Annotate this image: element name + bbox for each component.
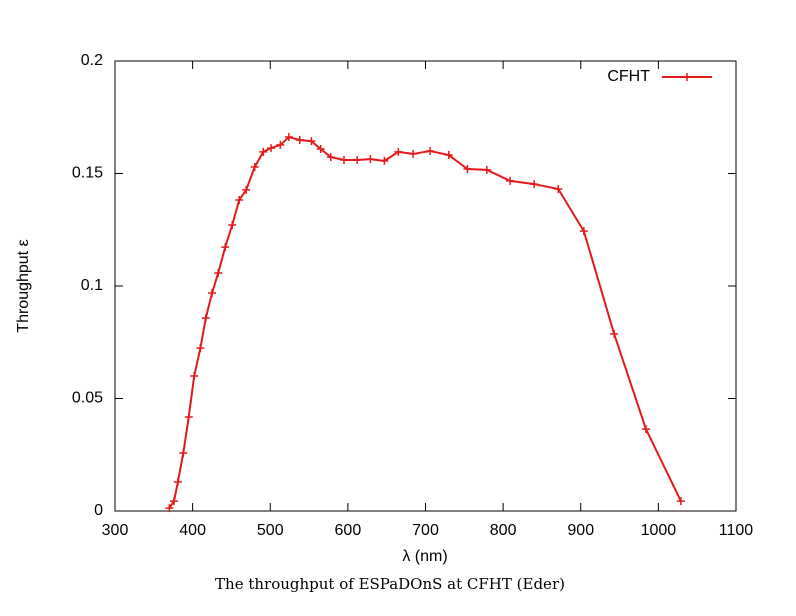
point-marker	[173, 477, 182, 486]
x-tick-label: 600	[335, 522, 362, 539]
series-line	[168, 135, 682, 509]
point-marker	[307, 137, 316, 146]
point-marker	[267, 144, 276, 153]
point-marker	[506, 176, 515, 185]
x-tick-label: 700	[412, 522, 439, 539]
point-marker	[394, 147, 403, 156]
point-marker	[184, 412, 193, 421]
y-tick-label: 0.2	[81, 52, 103, 69]
y-tick-label: 0.05	[72, 390, 103, 407]
point-marker	[235, 196, 244, 205]
point-marker	[409, 149, 418, 158]
point-marker	[196, 344, 205, 353]
x-tick-label: 400	[179, 522, 206, 539]
point-marker	[353, 156, 362, 164]
point-marker	[295, 135, 304, 144]
point-marker	[276, 140, 285, 149]
x-tick-label: 800	[490, 522, 517, 539]
point-marker	[284, 133, 293, 142]
point-marker	[426, 147, 435, 155]
y-tick-label: 0.1	[81, 277, 103, 294]
point-marker	[366, 155, 375, 164]
point-marker	[641, 425, 650, 434]
point-marker	[482, 165, 491, 174]
point-marker	[610, 329, 619, 338]
point-marker	[201, 313, 210, 322]
y-tick-label: 0	[94, 502, 103, 519]
point-marker	[530, 180, 539, 189]
point-marker	[169, 497, 178, 506]
y-axis-label: Throughput ε	[15, 239, 32, 332]
x-tick-label: 1000	[641, 522, 677, 539]
legend-label: CFHT	[607, 68, 650, 85]
point-marker	[380, 156, 389, 165]
x-tick-label: 900	[567, 522, 594, 539]
point-marker	[250, 162, 259, 171]
point-marker	[316, 144, 325, 153]
point-marker	[259, 147, 268, 156]
x-axis-label: λ (nm)	[402, 548, 447, 565]
point-marker	[676, 497, 685, 506]
legend-marker	[683, 73, 691, 81]
point-marker	[579, 227, 588, 236]
point-marker	[228, 221, 237, 230]
point-marker	[326, 153, 335, 162]
point-marker	[463, 165, 472, 173]
point-marker	[444, 151, 453, 160]
point-marker	[242, 185, 251, 194]
x-tick-label: 1100	[719, 522, 754, 539]
point-marker	[165, 504, 174, 513]
point-marker	[190, 372, 199, 380]
point-marker	[208, 288, 217, 297]
y-tick-label: 0.15	[72, 165, 103, 182]
x-tick-label: 300	[102, 522, 129, 539]
point-marker	[214, 268, 223, 277]
x-tick-label: 500	[257, 522, 284, 539]
point-marker	[179, 448, 188, 457]
point-marker	[221, 243, 230, 252]
point-marker	[554, 185, 563, 194]
point-marker	[339, 156, 348, 164]
caption: The throughput of ESPaDOnS at CFHT (Eder…	[215, 575, 565, 593]
plot-frame	[114, 60, 737, 512]
